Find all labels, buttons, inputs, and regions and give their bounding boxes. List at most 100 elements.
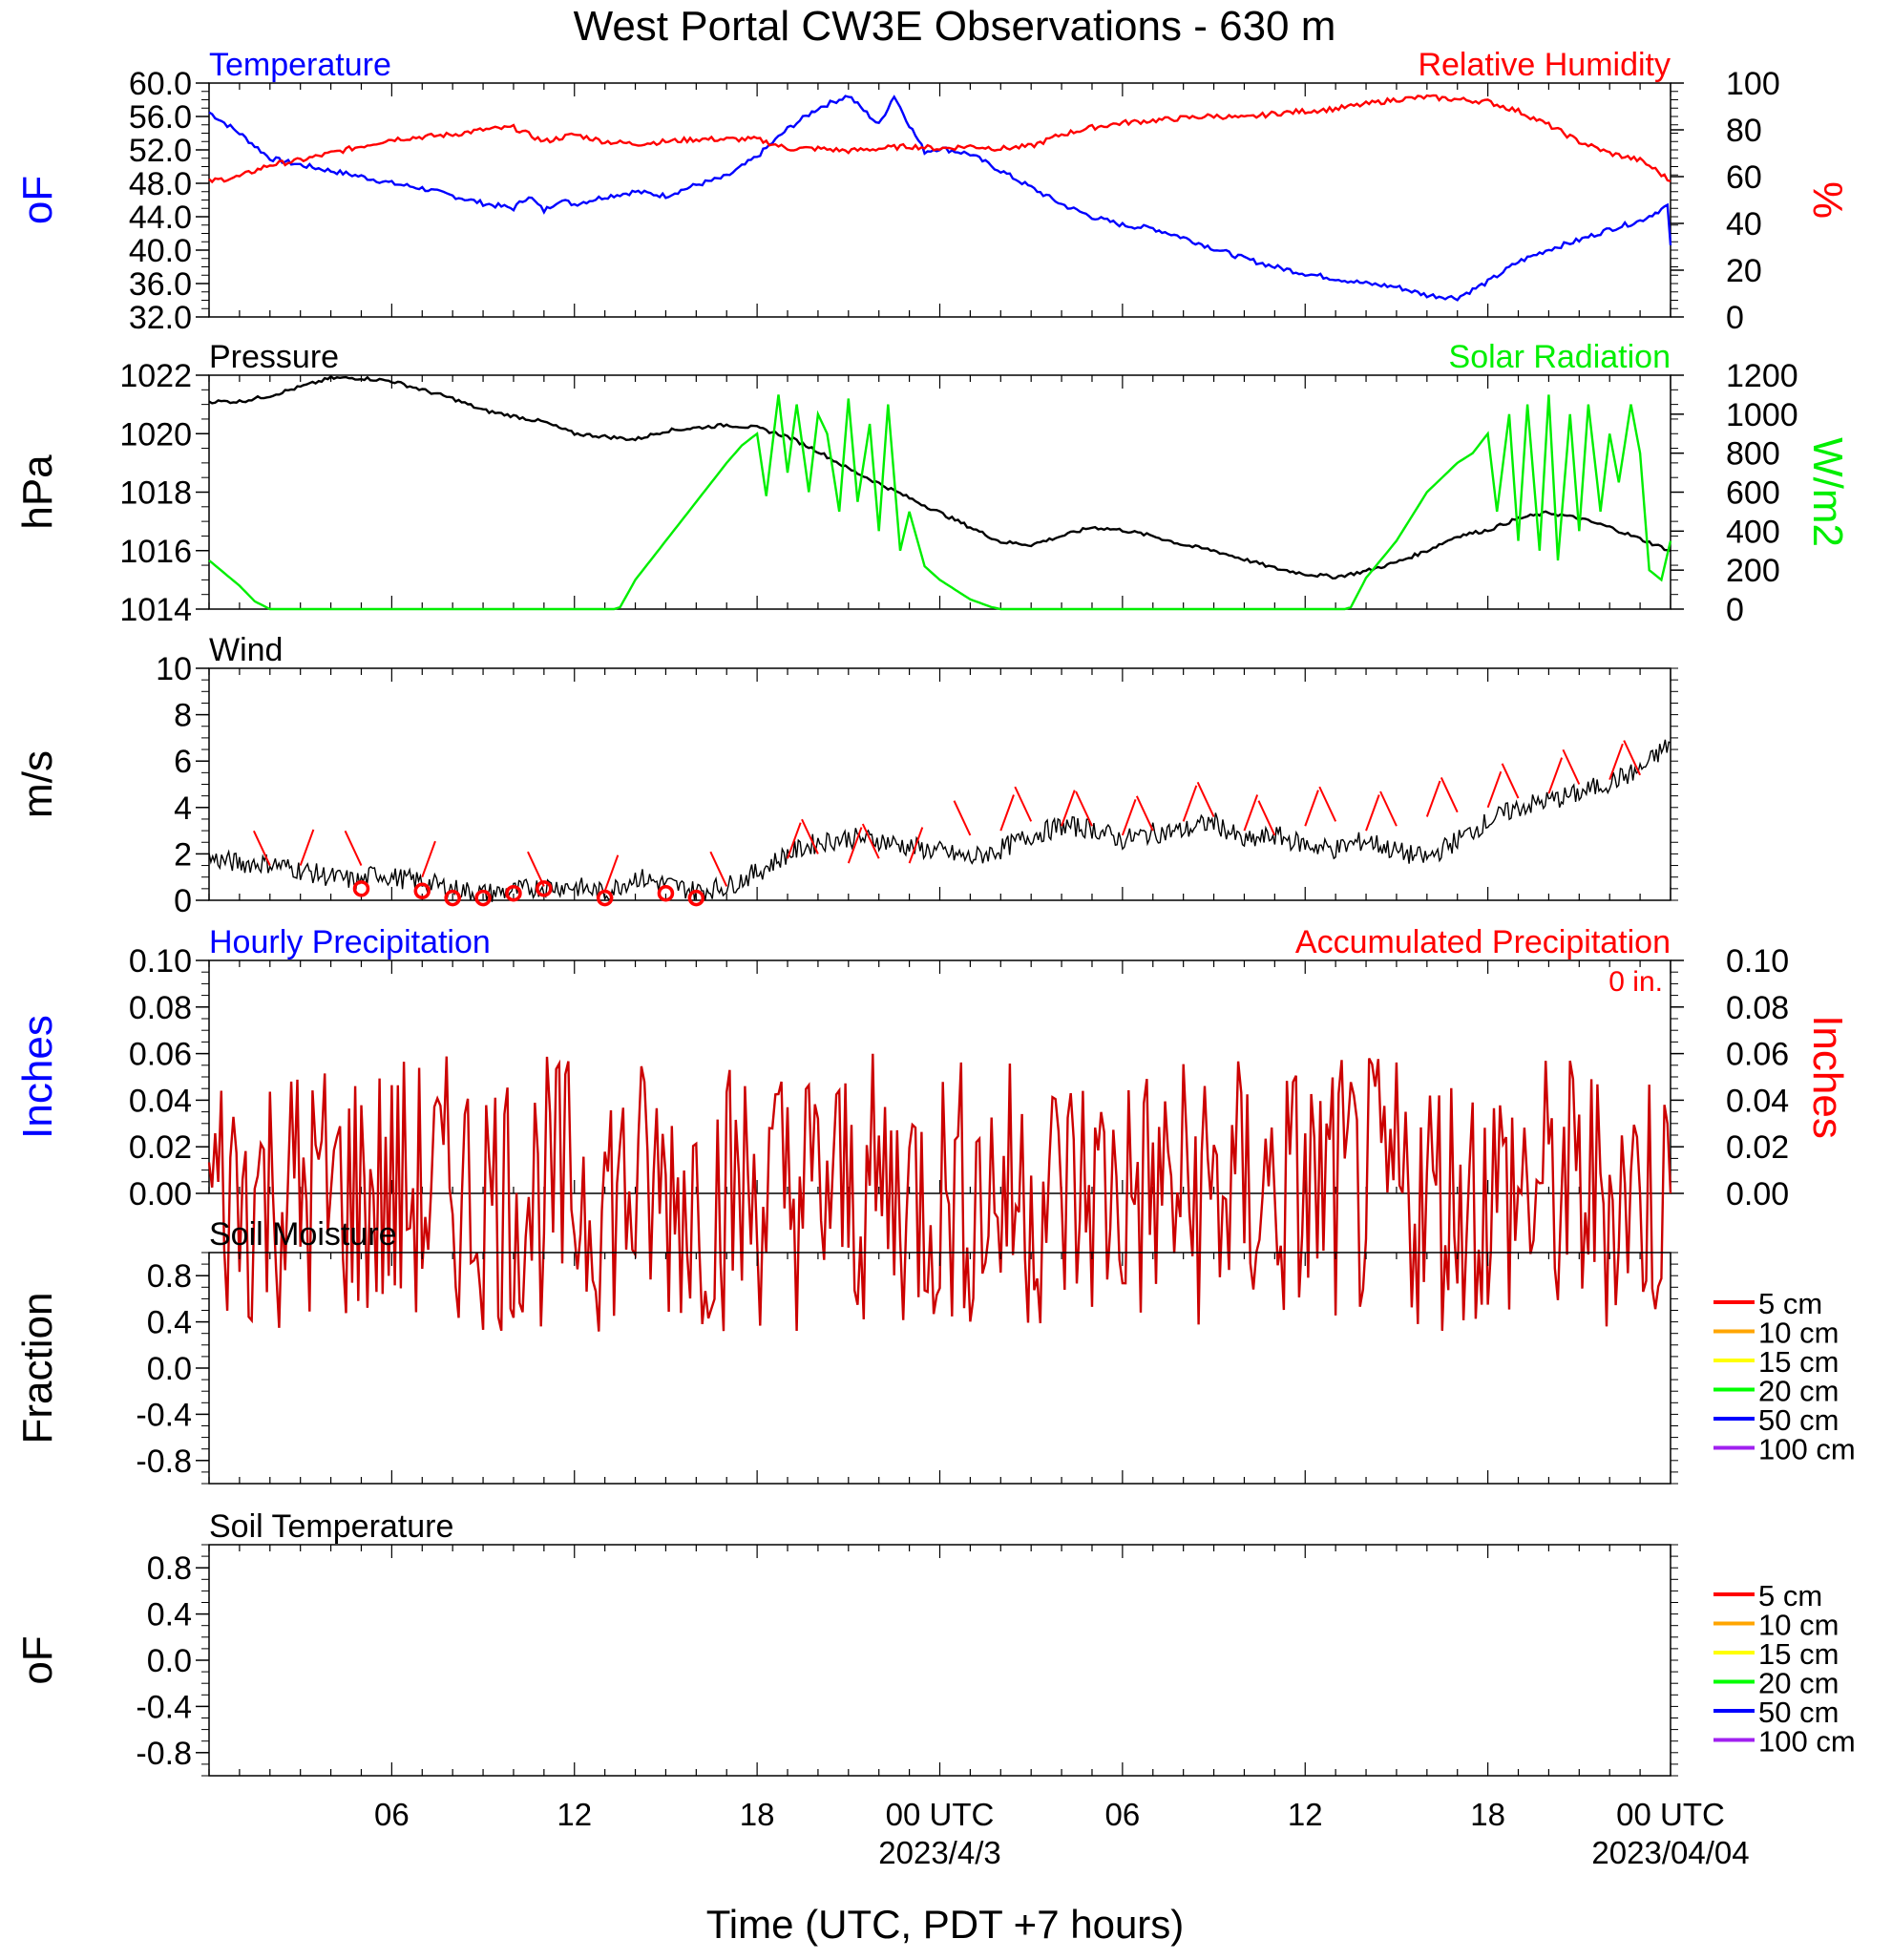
y-tick-label-right-temperature_humidity: 20 xyxy=(1726,253,1762,289)
y-tick-label-left-temperature_humidity: 44.0 xyxy=(129,200,192,236)
y-axis-title-left-precipitation: Inches xyxy=(14,1015,61,1139)
wind-barb xyxy=(709,851,728,887)
y-tick-label-right-pressure_solar: 800 xyxy=(1726,436,1780,473)
x-tick-date-label: 2023/4/3 xyxy=(878,1835,1000,1870)
y-tick-label-left-temperature_humidity: 36.0 xyxy=(129,266,192,303)
wind-barb xyxy=(603,854,620,892)
wind-barb xyxy=(1379,790,1398,827)
y-tick-label-right-temperature_humidity: 0 xyxy=(1726,300,1744,336)
y-tick-label-right-temperature_humidity: 60 xyxy=(1726,159,1762,196)
panel-title-left-precipitation: Hourly Precipitation xyxy=(209,924,491,960)
legend-label-soil_moisture: 100 cm xyxy=(1758,1433,1856,1466)
wind-barb xyxy=(344,830,363,866)
y-tick-label-left-wind: 0 xyxy=(174,883,192,919)
x-tick-label: 18 xyxy=(740,1797,775,1832)
y-tick-label-left-wind: 4 xyxy=(174,790,192,827)
wind-barb xyxy=(421,840,436,878)
y-tick-label-right-precipitation: 0.04 xyxy=(1726,1083,1789,1119)
wind-barb xyxy=(801,818,819,854)
y-axis-title-left-wind: m/s xyxy=(14,750,61,818)
wind-calm-marker xyxy=(596,889,614,907)
wind-barb xyxy=(1182,785,1198,822)
x-tick-label: 06 xyxy=(1105,1797,1141,1832)
y-tick-label-left-wind: 2 xyxy=(174,836,192,873)
panel-frame-pressure_solar xyxy=(208,374,1671,610)
wind-barb xyxy=(999,794,1015,832)
y-tick-label-right-pressure_solar: 400 xyxy=(1726,514,1780,550)
wind-barb xyxy=(861,823,880,859)
legend-label-soil_temperature: 10 cm xyxy=(1758,1609,1839,1642)
panel-title-left-soil_temperature: Soil Temperature xyxy=(209,1508,453,1545)
legend-label-soil_temperature: 15 cm xyxy=(1758,1637,1839,1671)
x-tick-label: 00 UTC xyxy=(1616,1797,1725,1832)
y-axis-title-left-soil_temperature: oF xyxy=(14,1635,61,1684)
panel-frame-wind xyxy=(208,667,1671,901)
y-tick-label-left-pressure_solar: 1020 xyxy=(119,416,192,453)
legend-label-soil_temperature: 100 cm xyxy=(1758,1725,1856,1759)
panel-title-right-temperature_humidity: Relative Humidity xyxy=(1418,47,1671,83)
y-tick-label-left-soil_temperature: -0.4 xyxy=(136,1689,192,1725)
panel-frame-temperature_humidity xyxy=(208,82,1671,318)
x-tick-label: 12 xyxy=(557,1797,592,1832)
y-tick-label-right-temperature_humidity: 80 xyxy=(1726,113,1762,149)
wind-barb xyxy=(1135,795,1154,832)
y-tick-label-left-soil_moisture: -0.4 xyxy=(136,1397,192,1433)
legend-label-soil_temperature: 20 cm xyxy=(1758,1667,1839,1700)
y-axis-title-left-pressure_solar: hPa xyxy=(14,454,61,530)
y-tick-label-left-temperature_humidity: 56.0 xyxy=(129,99,192,136)
y-tick-label-left-wind: 8 xyxy=(174,698,192,734)
wind-barb xyxy=(1501,763,1520,799)
series-line-temperature_humidity-0 xyxy=(208,95,1672,302)
wind-barb xyxy=(847,827,863,864)
y-tick-label-left-temperature_humidity: 32.0 xyxy=(129,300,192,336)
panel-title-left-soil_moisture: Soil Moisture xyxy=(209,1216,397,1253)
wind-barb xyxy=(908,827,924,864)
wind-barb xyxy=(1562,748,1581,785)
wind-barb xyxy=(1608,743,1624,780)
y-tick-label-right-temperature_humidity: 40 xyxy=(1726,206,1762,242)
series-line-temperature_humidity-1 xyxy=(208,94,1671,184)
wind-barb xyxy=(787,822,802,859)
legend-label-soil_moisture: 5 cm xyxy=(1758,1287,1822,1320)
wind-barb xyxy=(1623,740,1642,776)
panel-title-right-pressure_solar: Solar Radiation xyxy=(1449,339,1671,375)
y-tick-label-left-pressure_solar: 1016 xyxy=(119,534,192,570)
wind-barb xyxy=(1243,794,1259,832)
legend-label-soil_temperature: 50 cm xyxy=(1758,1696,1839,1729)
y-tick-label-left-precipitation: 0.08 xyxy=(129,990,192,1026)
wind-barb xyxy=(1547,757,1564,794)
y-axis-title-right-pressure_solar: W/m2 xyxy=(1804,437,1851,547)
wind-barb xyxy=(1318,786,1337,822)
y-tick-label-left-soil_moisture: 0.0 xyxy=(147,1351,192,1387)
y-tick-label-right-pressure_solar: 200 xyxy=(1726,553,1780,589)
wind-calm-marker xyxy=(657,884,675,902)
series-line-pressure_solar-1 xyxy=(208,394,1672,611)
y-tick-label-left-temperature_humidity: 48.0 xyxy=(129,166,192,202)
y-tick-label-left-soil_moisture: 0.4 xyxy=(147,1305,192,1341)
y-tick-label-right-precipitation: 0.08 xyxy=(1726,990,1789,1026)
wind-barb xyxy=(953,800,972,836)
x-tick-label: 00 UTC xyxy=(886,1797,995,1832)
y-axis-title-right-precipitation: Inches xyxy=(1804,1015,1851,1139)
y-tick-label-right-pressure_solar: 600 xyxy=(1726,475,1780,512)
x-tick-label: 18 xyxy=(1470,1797,1505,1832)
y-tick-label-left-precipitation: 0.06 xyxy=(129,1037,192,1073)
legend-label-soil_moisture: 10 cm xyxy=(1758,1317,1839,1350)
y-axis-title-right-temperature_humidity: % xyxy=(1804,181,1851,219)
wind-barb xyxy=(1425,780,1441,817)
y-tick-label-left-soil_moisture: 0.8 xyxy=(147,1258,192,1295)
wind-calm-marker xyxy=(536,880,553,897)
y-tick-label-right-precipitation: 0.06 xyxy=(1726,1037,1789,1073)
legend-label-soil_moisture: 15 cm xyxy=(1758,1345,1839,1379)
wind-barb xyxy=(1257,800,1276,836)
y-tick-label-left-soil_temperature: 0.0 xyxy=(147,1643,192,1679)
y-tick-label-left-wind: 6 xyxy=(174,744,192,780)
y-tick-label-right-precipitation: 0.00 xyxy=(1726,1176,1789,1212)
x-tick-date-label: 2023/04/04 xyxy=(1591,1835,1749,1870)
y-tick-label-left-temperature_humidity: 40.0 xyxy=(129,233,192,269)
y-tick-label-right-precipitation: 0.02 xyxy=(1726,1129,1789,1166)
wind-calm-marker xyxy=(352,880,370,897)
y-tick-label-right-precipitation: 0.10 xyxy=(1726,943,1789,980)
panel-title-left-pressure_solar: Pressure xyxy=(209,339,339,375)
panel-frame-soil_temperature xyxy=(208,1544,1671,1777)
